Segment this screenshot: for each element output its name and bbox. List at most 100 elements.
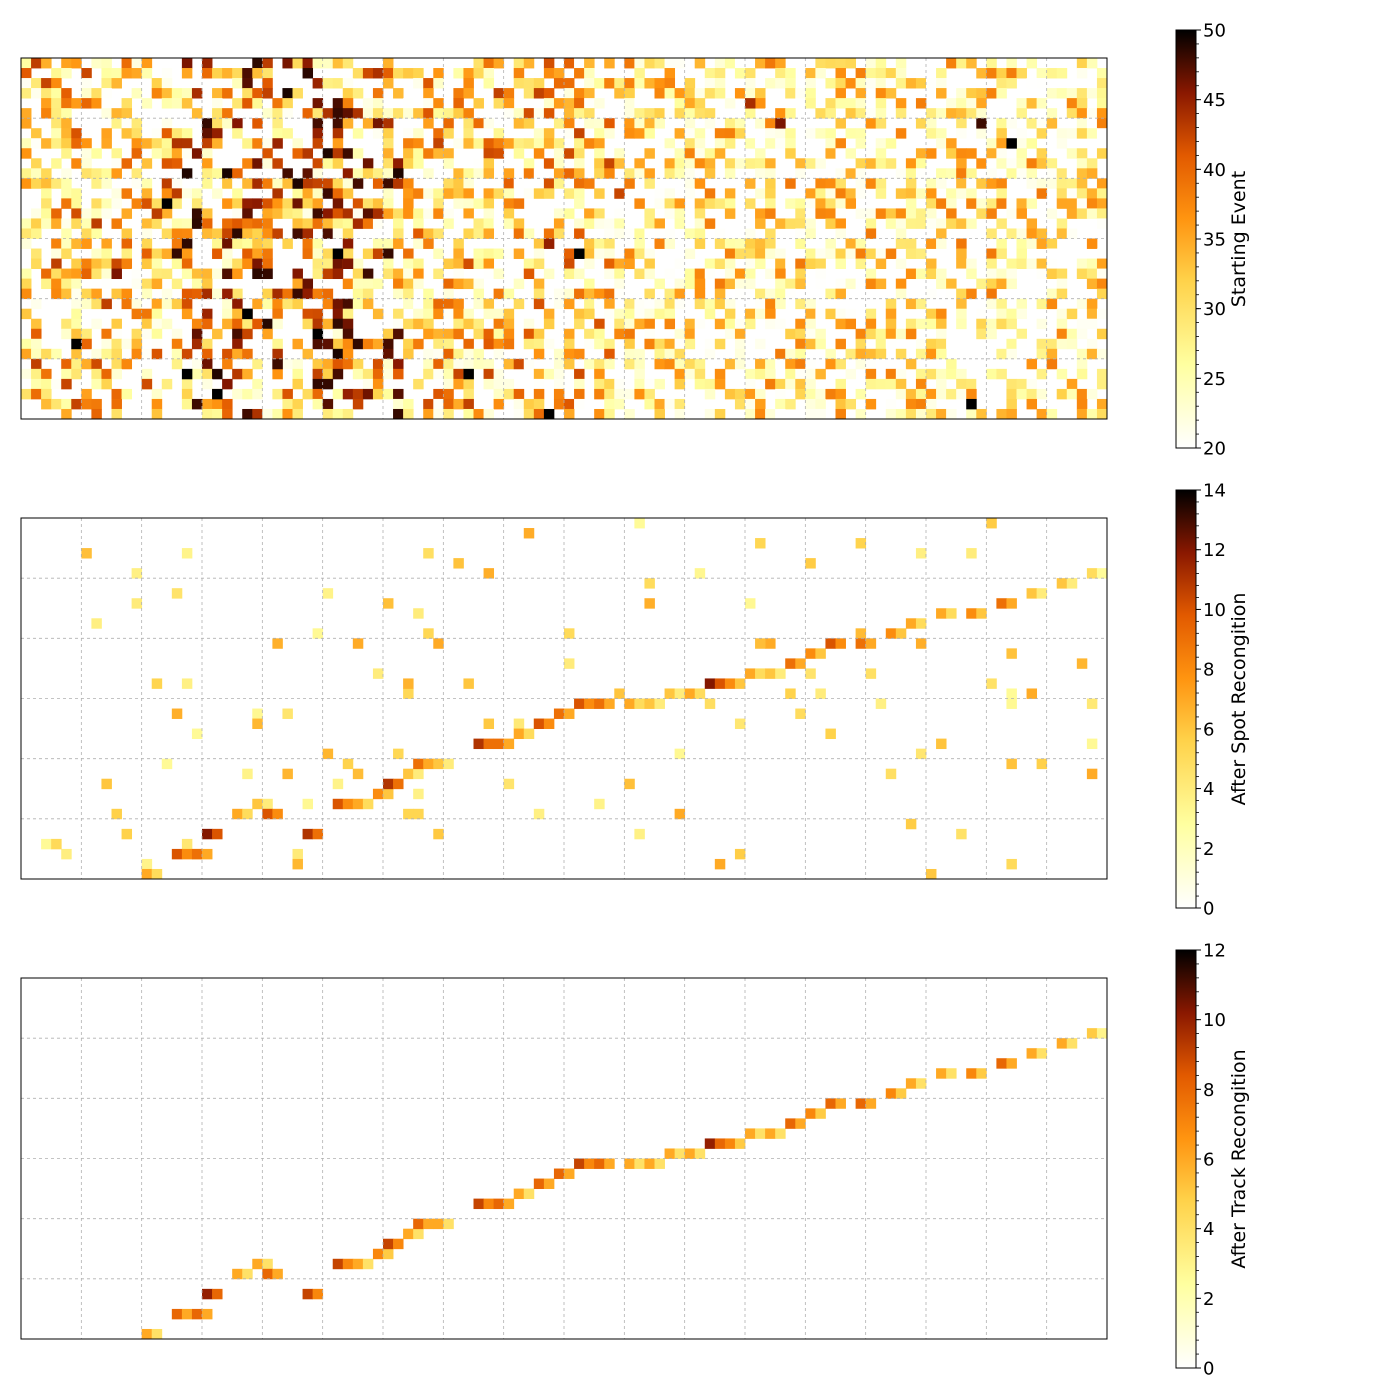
- heatmap-cell: [1026, 258, 1038, 269]
- heatmap-cell: [825, 78, 836, 89]
- heatmap-cell: [584, 88, 595, 99]
- heatmap-cell: [574, 308, 585, 320]
- heatmap-cell: [825, 388, 836, 400]
- heatmap-cell: [141, 138, 153, 149]
- heatmap-cell: [31, 348, 42, 360]
- heatmap-cell: [634, 268, 645, 280]
- heatmap-cell: [905, 408, 917, 420]
- heatmap-cell: [1046, 108, 1058, 119]
- heatmap-cell: [1016, 258, 1027, 269]
- heatmap-cell: [553, 78, 565, 89]
- heatmap-cell: [312, 288, 324, 300]
- track-cell: [745, 668, 756, 679]
- track-cell: [905, 1078, 917, 1089]
- heatmap-cell: [61, 178, 72, 189]
- heatmap-cell: [956, 178, 967, 189]
- heatmap-cell: [393, 388, 404, 400]
- track-cell: [604, 698, 615, 709]
- heatmap-cell: [795, 258, 806, 269]
- heatmap-cell: [171, 228, 183, 239]
- heatmap-cell: [242, 88, 253, 99]
- heatmap-cell: [1016, 138, 1027, 149]
- colorbar-tick-label: 10: [1203, 1010, 1226, 1031]
- heatmap-cell: [101, 778, 112, 790]
- heatmap-cell: [664, 288, 676, 300]
- colorbar-tick-label: 4: [1203, 779, 1214, 800]
- track-cell: [413, 768, 424, 780]
- heatmap-cell: [664, 88, 676, 99]
- heatmap-cell: [483, 408, 495, 420]
- heatmap-cell: [262, 218, 273, 229]
- heatmap-cell: [41, 218, 52, 229]
- heatmap-cell: [332, 58, 344, 69]
- heatmap-cell: [51, 118, 62, 129]
- track-cell: [1056, 1038, 1068, 1049]
- heatmap-cell: [81, 148, 92, 159]
- heatmap-cell: [282, 58, 293, 69]
- heatmap-cell: [835, 88, 846, 99]
- heatmap-cell: [624, 118, 635, 129]
- heatmap-cell: [815, 338, 826, 350]
- heatmap-cell: [986, 208, 997, 219]
- heatmap-cell: [976, 318, 987, 330]
- heatmap-cell: [413, 298, 424, 310]
- heatmap-cell: [1036, 188, 1048, 199]
- track-cell: [1066, 578, 1078, 589]
- heatmap-cell: [483, 298, 495, 310]
- heatmap-cell: [262, 58, 273, 69]
- track-cell: [483, 738, 495, 750]
- heatmap-cell: [664, 208, 676, 219]
- heatmap-cell: [966, 378, 977, 390]
- track-cell: [574, 698, 585, 709]
- heatmap-cell: [604, 388, 615, 400]
- heatmap-cell: [523, 118, 535, 129]
- heatmap-cell: [181, 148, 193, 159]
- heatmap-cell: [413, 258, 424, 269]
- heatmap-cell: [584, 328, 595, 340]
- heatmap-cell: [714, 298, 726, 310]
- heatmap-cell: [1046, 358, 1058, 370]
- heatmap-cell: [996, 118, 1007, 129]
- heatmap-cell: [926, 388, 937, 400]
- heatmap-cell: [795, 168, 806, 179]
- heatmap-cell: [714, 138, 726, 149]
- heatmap-cell: [795, 278, 806, 290]
- heatmap-cell: [61, 218, 72, 229]
- heatmap-cell: [403, 198, 414, 209]
- track-cell: [996, 1058, 1007, 1069]
- heatmap-cell: [986, 168, 997, 179]
- heatmap-cell: [362, 68, 374, 79]
- heatmap-cell: [513, 298, 525, 310]
- heatmap-cell: [765, 228, 776, 239]
- heatmap-cell: [202, 308, 213, 320]
- heatmap-cell: [805, 328, 816, 340]
- heatmap-cell: [855, 108, 867, 119]
- track-cell: [855, 1098, 867, 1109]
- heatmap-cell: [1066, 328, 1078, 340]
- heatmap-cell: [674, 348, 686, 360]
- heatmap-cell: [976, 198, 987, 209]
- heatmap-cell: [141, 278, 153, 290]
- heatmap-cell: [734, 288, 746, 300]
- heatmap-cell: [895, 208, 907, 219]
- heatmap-cell: [51, 178, 62, 189]
- heatmap-cell: [1076, 188, 1088, 199]
- heatmap-cell: [825, 358, 836, 370]
- heatmap-cell: [302, 248, 314, 259]
- heatmap-cell: [644, 118, 655, 129]
- heatmap-cell: [513, 148, 525, 159]
- track-cell: [372, 1248, 384, 1260]
- heatmap-cell: [181, 68, 193, 79]
- heatmap-cell: [795, 238, 806, 249]
- heatmap-cell: [51, 108, 62, 119]
- heatmap-cell: [342, 308, 354, 320]
- heatmap-cell: [946, 368, 957, 380]
- heatmap-cell: [121, 108, 133, 119]
- heatmap-cell: [181, 678, 193, 689]
- heatmap-cell: [1096, 118, 1108, 129]
- colorbar-tick-label: 0: [1203, 899, 1214, 920]
- heatmap-cell: [805, 188, 816, 199]
- heatmap-cell: [755, 238, 766, 249]
- heatmap-cell: [1096, 198, 1108, 209]
- heatmap-cell: [493, 328, 505, 340]
